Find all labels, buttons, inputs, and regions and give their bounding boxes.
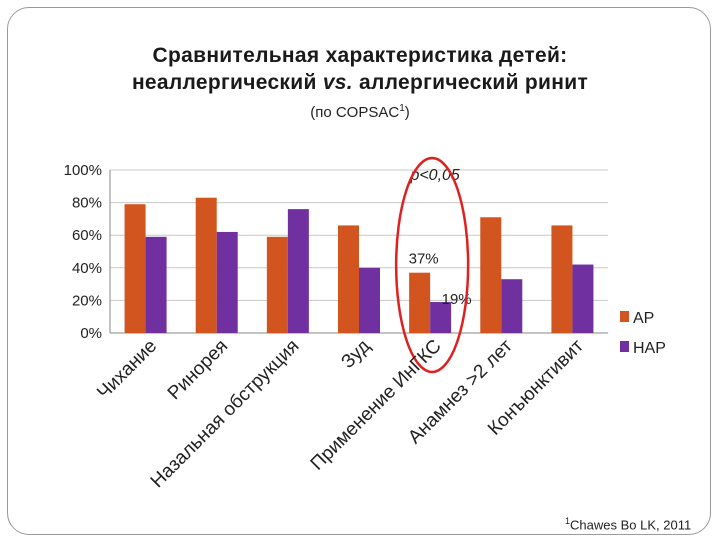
y-tick-label: 100%: [64, 162, 102, 179]
legend-label: АР: [633, 310, 654, 327]
legend-swatch: [620, 341, 629, 352]
footnote-superscript: 1: [565, 516, 571, 526]
y-tick-label: 40%: [72, 260, 102, 277]
bar-nar: [501, 279, 523, 333]
y-tick-label: 60%: [72, 227, 102, 244]
data-label: 37%: [409, 251, 439, 268]
bar-nar: [572, 264, 594, 333]
bar-nar: [145, 236, 167, 333]
bar-ar: [266, 236, 288, 333]
subtitle-main: (по COPSAC: [310, 104, 400, 121]
bar-nar: [216, 231, 238, 333]
legend-label: НАР: [633, 340, 666, 357]
bar-ar: [480, 217, 502, 333]
subtitle-end: ): [404, 104, 410, 121]
bar-nar: [359, 267, 380, 333]
bar-nar: [430, 302, 452, 333]
footnote: 1Chawes Bo LK, 2011: [565, 516, 691, 532]
chart-subtitle: (по COPSAC1): [0, 103, 720, 121]
chart-title-line1: Сравнительная характеристика детей:: [152, 44, 568, 67]
bar-nar: [287, 209, 309, 333]
bar-ar: [551, 225, 573, 333]
highlight-ellipse: [394, 156, 470, 374]
title-part-b: аллергический ринит: [352, 71, 589, 94]
x-tick-label: Чихание: [93, 336, 161, 404]
footnote-text: Chawes Bo LK, 2011: [570, 517, 692, 533]
legend-swatch: [620, 311, 629, 322]
y-tick-label: 0%: [80, 325, 102, 342]
y-tick-label: 80%: [72, 195, 102, 212]
x-tick-label: Ринорея: [164, 336, 232, 404]
bar-ar: [124, 204, 146, 333]
bar-ar: [338, 225, 359, 333]
x-tick-label: Применение ИнГКС: [307, 336, 446, 475]
subtitle-superscript: 1: [399, 103, 405, 114]
y-tick-label: 20%: [72, 292, 102, 309]
x-tick-label: Зуд: [337, 336, 374, 373]
bar-ar: [409, 272, 431, 333]
chart-title-line2: неаллергический vs. аллергический ринит: [0, 71, 720, 95]
data-label: 19%: [442, 291, 472, 308]
p-value-annotation: p<0,05: [409, 167, 459, 184]
title-part-a: неаллергический: [131, 71, 323, 94]
title-vs: vs.: [322, 71, 353, 94]
bar-ar: [195, 197, 217, 333]
x-tick-label: Назальная обструкция: [147, 336, 304, 493]
